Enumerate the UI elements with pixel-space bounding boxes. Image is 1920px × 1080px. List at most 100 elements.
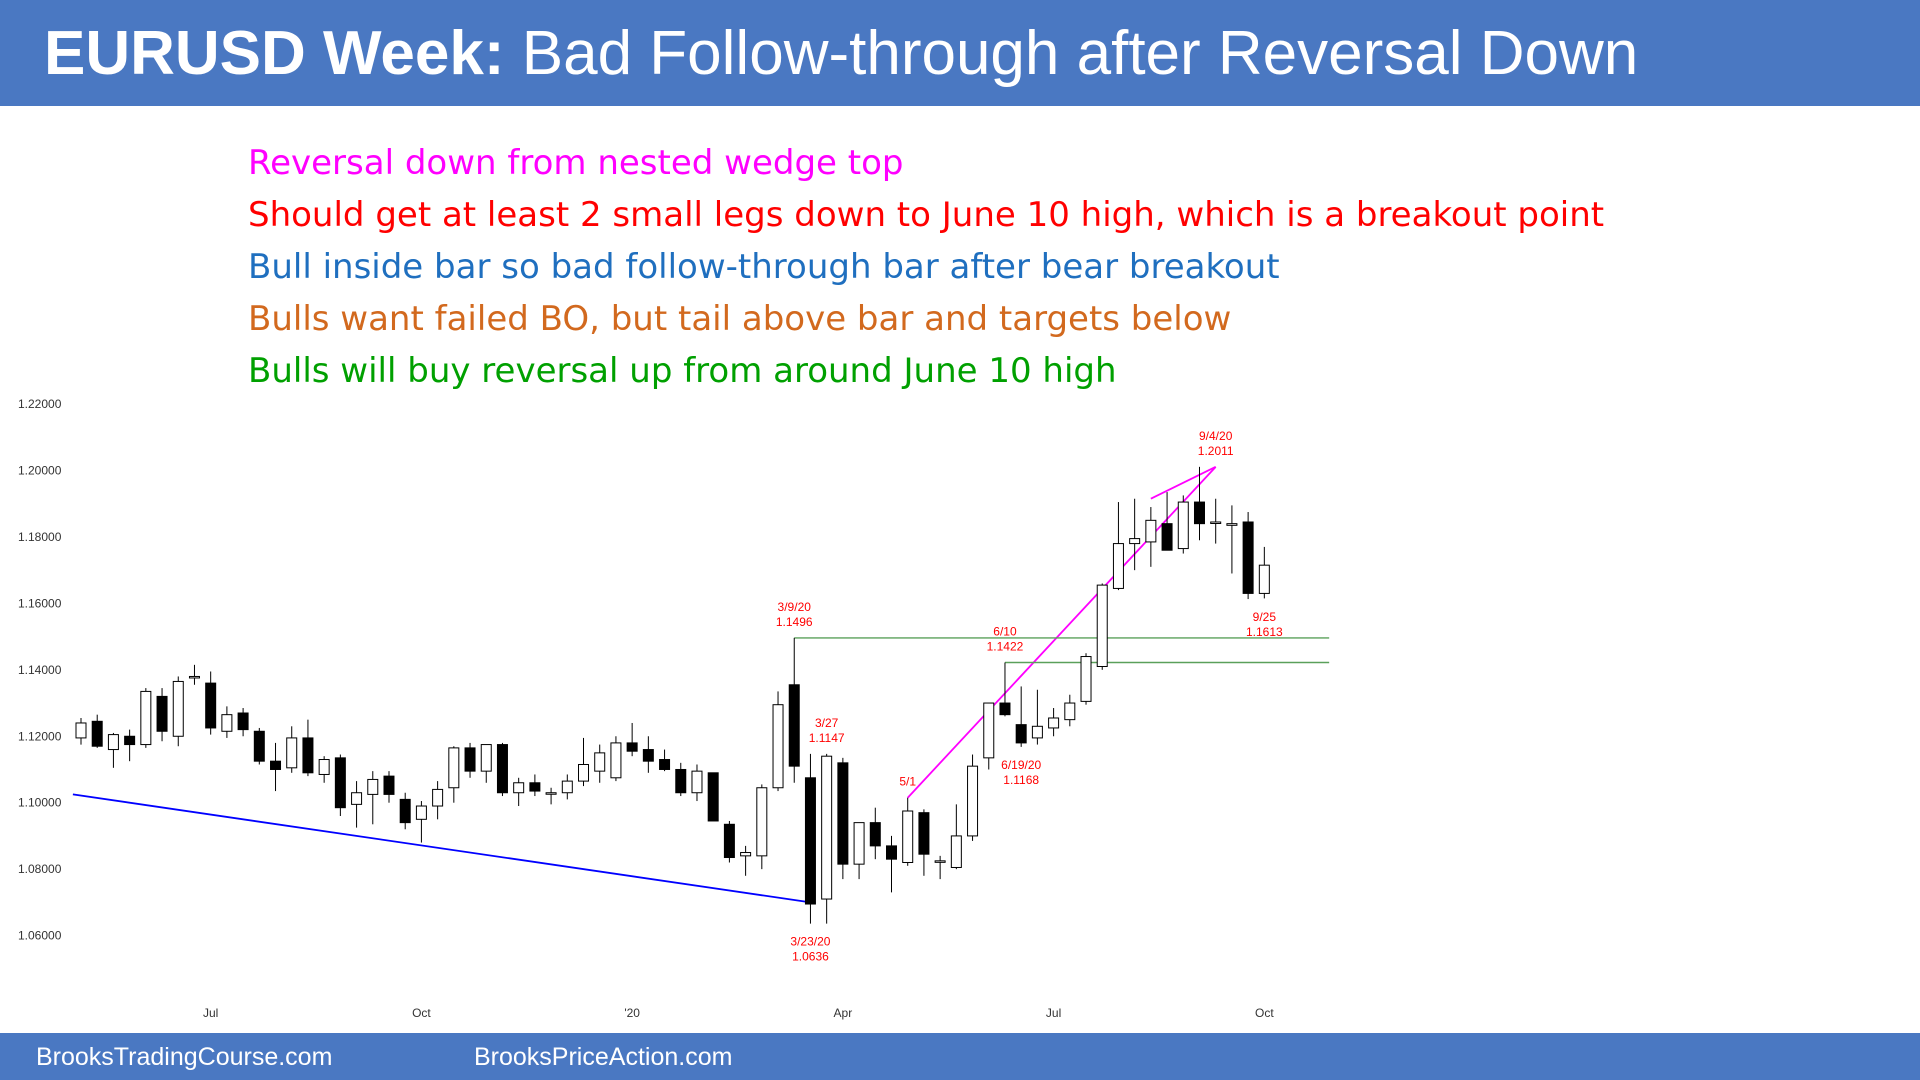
x-tick-label: Oct — [412, 1006, 431, 1020]
bull-candle — [983, 702, 995, 759]
note-wedge-top: Reversal down from nested wedge top — [248, 143, 904, 183]
bull-candle — [902, 810, 914, 863]
commentary-list: Reversal down from nested wedge top Shou… — [248, 137, 1604, 397]
page-title: EURUSD Week: Bad Follow-through after Re… — [44, 18, 1638, 90]
bear-candle — [205, 682, 217, 729]
bear-candle — [707, 772, 719, 822]
annotation-label: 1.1613 — [1246, 625, 1283, 639]
bear-candle — [302, 737, 314, 774]
bull-candle — [756, 787, 768, 857]
y-tick-label: 1.18000 — [18, 530, 62, 544]
annotation-label: 1.1168 — [1003, 773, 1039, 787]
y-tick-label: 1.12000 — [18, 729, 62, 743]
bull-candle — [1210, 521, 1222, 524]
bull-candle — [853, 822, 865, 865]
bull-candle — [107, 734, 119, 751]
bear-candle — [788, 684, 800, 767]
bull-candle — [545, 792, 557, 795]
bear-candle — [1161, 523, 1173, 551]
bull-candle — [610, 742, 622, 779]
bear-candle — [1015, 724, 1027, 744]
bull-candle — [740, 852, 752, 857]
wedge-trendline — [907, 466, 1217, 799]
bear-candle — [659, 759, 671, 770]
x-tick-label: '20 — [624, 1006, 640, 1020]
note-bulls-buy: Bulls will buy reversal up from around J… — [248, 351, 1117, 391]
x-tick-label: Oct — [1255, 1006, 1274, 1020]
y-tick-label: 1.14000 — [18, 663, 62, 677]
bear-candle — [869, 822, 881, 847]
bull-candle — [950, 835, 962, 868]
bull-candle — [1112, 543, 1124, 589]
bear-candle — [399, 798, 411, 824]
bull-candle — [367, 778, 379, 795]
bull-candle — [1080, 656, 1092, 702]
note-inside-bar: Bull inside bar so bad follow-through ba… — [248, 247, 1280, 287]
bull-candle — [286, 737, 298, 769]
bull-candle — [415, 805, 427, 820]
bull-candle — [1226, 523, 1238, 526]
bear-candle — [999, 702, 1011, 716]
bear-candle — [496, 744, 508, 794]
bull-candle — [1048, 717, 1060, 729]
footer-bar: BrooksTradingCourse.com BrooksPriceActio… — [0, 1033, 1920, 1080]
bear-candle — [91, 720, 103, 747]
bull-candle — [75, 722, 87, 739]
bear-candle — [237, 712, 249, 731]
wedge-top-line — [1150, 466, 1217, 500]
bull-candle — [1258, 564, 1270, 594]
bull-candle — [934, 860, 946, 863]
bull-candle — [221, 714, 233, 732]
annotation-label: 1.1147 — [809, 731, 845, 745]
annotation-label: 1.1496 — [776, 615, 813, 629]
y-tick-label: 1.20000 — [18, 464, 62, 478]
title-bar: EURUSD Week: Bad Follow-through after Re… — [0, 0, 1920, 106]
bull-candle — [318, 759, 330, 775]
y-tick-label: 1.10000 — [18, 796, 62, 810]
bear-candle — [270, 760, 282, 770]
bear-candle — [642, 749, 654, 762]
bull-candle — [1064, 702, 1076, 721]
bull-candle — [1129, 538, 1141, 545]
bull-candle — [578, 763, 590, 782]
y-tick-label: 1.22000 — [18, 397, 62, 411]
bull-candle — [1096, 584, 1108, 667]
y-tick-label: 1.08000 — [18, 862, 62, 876]
annotation-label: 9/4/20 — [1199, 429, 1233, 443]
bull-candle — [772, 704, 784, 789]
annotation-label: 3/9/20 — [778, 600, 812, 614]
bull-candle — [967, 765, 979, 837]
x-tick-label: Jul — [1046, 1006, 1061, 1020]
bull-candle — [561, 780, 573, 794]
bull-candle — [821, 755, 833, 900]
bull-candle — [432, 788, 444, 807]
footer-link-price-action[interactable]: BrooksPriceAction.com — [474, 1043, 733, 1071]
bull-candle — [448, 747, 460, 789]
annotation-label: 1.2011 — [1198, 444, 1234, 458]
annotation-label: 9/25 — [1253, 610, 1277, 624]
title-bold: EURUSD Week: — [44, 19, 505, 88]
bear-candle — [837, 762, 849, 865]
candlestick-chart: 1.22000 1.20000 1.18000 1.16000 1.14000 1.120… — [18, 397, 1330, 1020]
note-failed-breakout: Bulls want failed BO, but tail above bar… — [248, 299, 1232, 339]
bull-candle — [140, 690, 152, 746]
bear-candle — [918, 812, 930, 855]
annotation-label: 6/19/20 — [1001, 758, 1041, 772]
bear-candle — [1193, 501, 1205, 525]
annotation-label: 1.1422 — [987, 640, 1024, 654]
bull-candle — [1177, 501, 1189, 550]
note-two-legs-down: Should get at least 2 small legs down to… — [248, 195, 1605, 235]
bear-candle — [723, 823, 735, 859]
bull-candle — [172, 680, 184, 737]
bull-candle — [188, 675, 200, 679]
annotation-label: 6/10 — [993, 625, 1017, 639]
bear-candle — [1242, 521, 1254, 594]
footer-link-trading-course[interactable]: BrooksTradingCourse.com — [36, 1043, 333, 1071]
bear-candle — [156, 695, 168, 732]
annotation-label: 1.0636 — [792, 950, 829, 964]
bull-candle — [1031, 725, 1043, 739]
annotation-label: 3/27 — [815, 716, 839, 730]
bull-candle — [1145, 519, 1157, 543]
x-tick-label: Jul — [203, 1006, 218, 1020]
y-tick-label: 1.16000 — [18, 596, 62, 610]
